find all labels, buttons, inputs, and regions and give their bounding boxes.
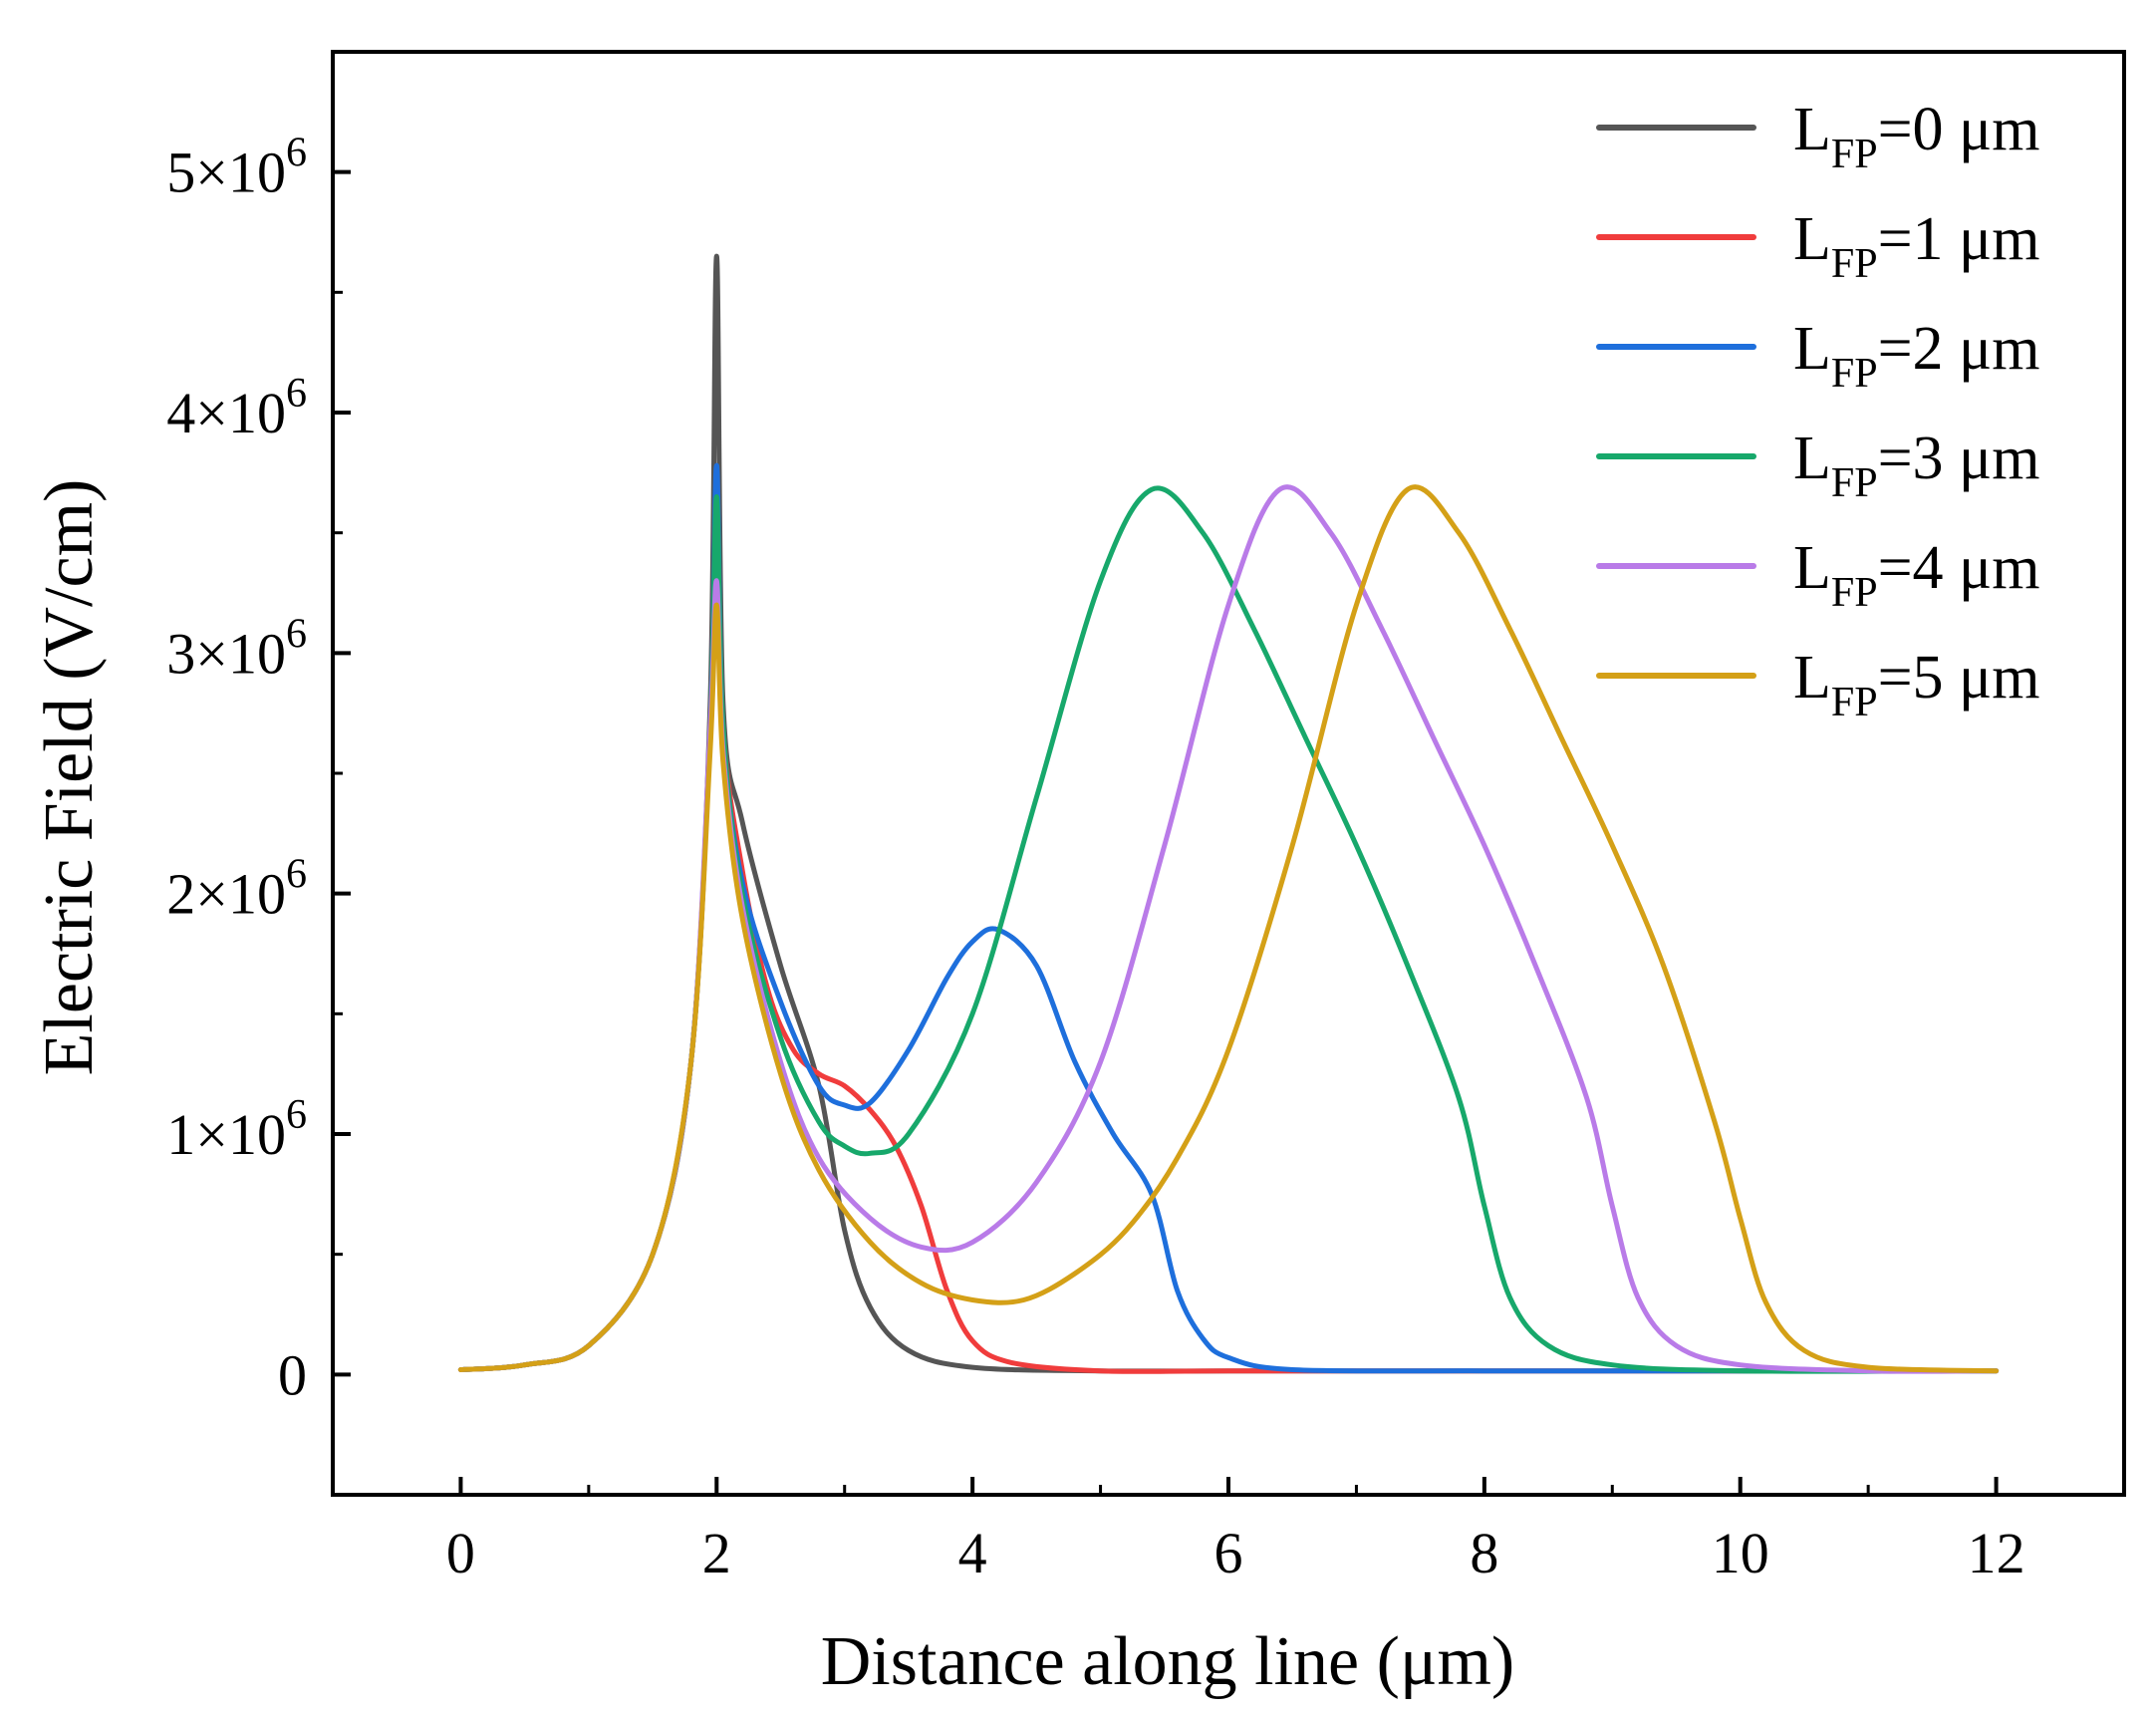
series-line-0 (457, 253, 2000, 1374)
y-axis-title: Electric Field (V/cm) (31, 479, 108, 1076)
x-tick-label-2: 4 (958, 1521, 987, 1585)
y-tick-label-1: 1×106 (166, 1092, 307, 1167)
series-line-4 (457, 484, 2000, 1374)
x-tick-label-3: 6 (1214, 1521, 1243, 1585)
legend-label-3: LFP=3 μm (1793, 425, 2040, 506)
y-tick-label-4: 4×106 (166, 371, 307, 445)
legend-label-0: LFP=0 μm (1793, 96, 2040, 177)
legend-label-1: LFP=1 μm (1793, 205, 2040, 287)
legend-label-4: LFP=4 μm (1793, 534, 2040, 616)
x-tick-label-4: 8 (1470, 1521, 1498, 1585)
legend-label-5: LFP=5 μm (1793, 644, 2040, 725)
x-tick-label-5: 10 (1712, 1521, 1769, 1585)
series-line-3 (457, 485, 2000, 1374)
y-tick-label-2: 2×106 (166, 852, 307, 927)
legend-label-2: LFP=2 μm (1793, 315, 2040, 397)
series-line-5 (457, 484, 2000, 1374)
y-tick-label-0: 0 (278, 1342, 307, 1407)
x-tick-label-0: 0 (446, 1521, 475, 1585)
y-tick-label-5: 5×106 (166, 131, 307, 205)
x-tick-label-6: 12 (1968, 1521, 2025, 1585)
x-axis-title: Distance along line (μm) (821, 1623, 1514, 1700)
y-tick-label-3: 3×106 (166, 611, 307, 686)
x-tick-label-1: 2 (702, 1521, 731, 1585)
